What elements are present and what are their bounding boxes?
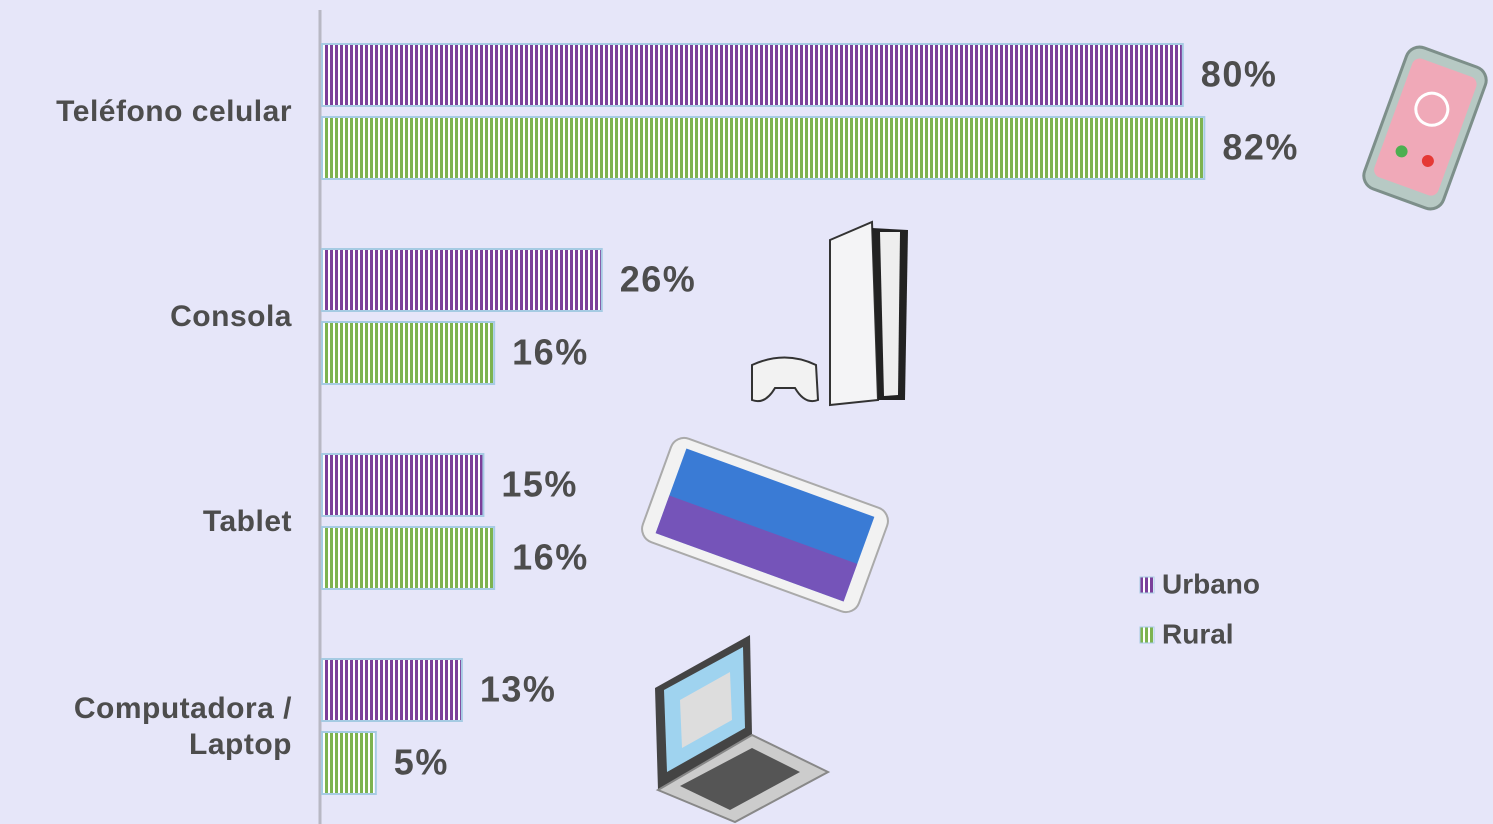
value-label: 15%: [501, 464, 578, 505]
category-label: Tablet: [0, 462, 292, 582]
category-label: Computadora / Laptop: [0, 667, 292, 787]
tablet-icon: [638, 434, 892, 616]
bar: [322, 454, 483, 516]
page: {"chart_data": {"type": "bar", "orientat…: [0, 0, 1493, 824]
value-label: 16%: [512, 537, 589, 578]
value-label: 82%: [1222, 127, 1299, 168]
category-label: Consola: [0, 257, 292, 377]
legend-label: Rural: [1162, 618, 1234, 649]
bar: [322, 659, 462, 721]
laptop-icon: [655, 635, 828, 822]
bar: [322, 732, 376, 794]
bar: [322, 527, 494, 589]
legend-label: Urbano: [1162, 568, 1260, 599]
value-label: 16%: [512, 332, 589, 373]
value-label: 26%: [620, 259, 697, 300]
value-label: 80%: [1201, 54, 1278, 95]
phone-icon: [1360, 43, 1490, 213]
console-icon: [752, 222, 908, 405]
bar: [322, 249, 602, 311]
value-label: 13%: [480, 669, 557, 710]
legend-swatch: [1140, 577, 1154, 593]
bar: [322, 322, 494, 384]
category-label: Teléfono celular: [0, 52, 292, 172]
legend-swatch: [1140, 627, 1154, 643]
bar: [322, 44, 1183, 106]
bar: [322, 117, 1204, 179]
value-label: 5%: [394, 742, 449, 783]
